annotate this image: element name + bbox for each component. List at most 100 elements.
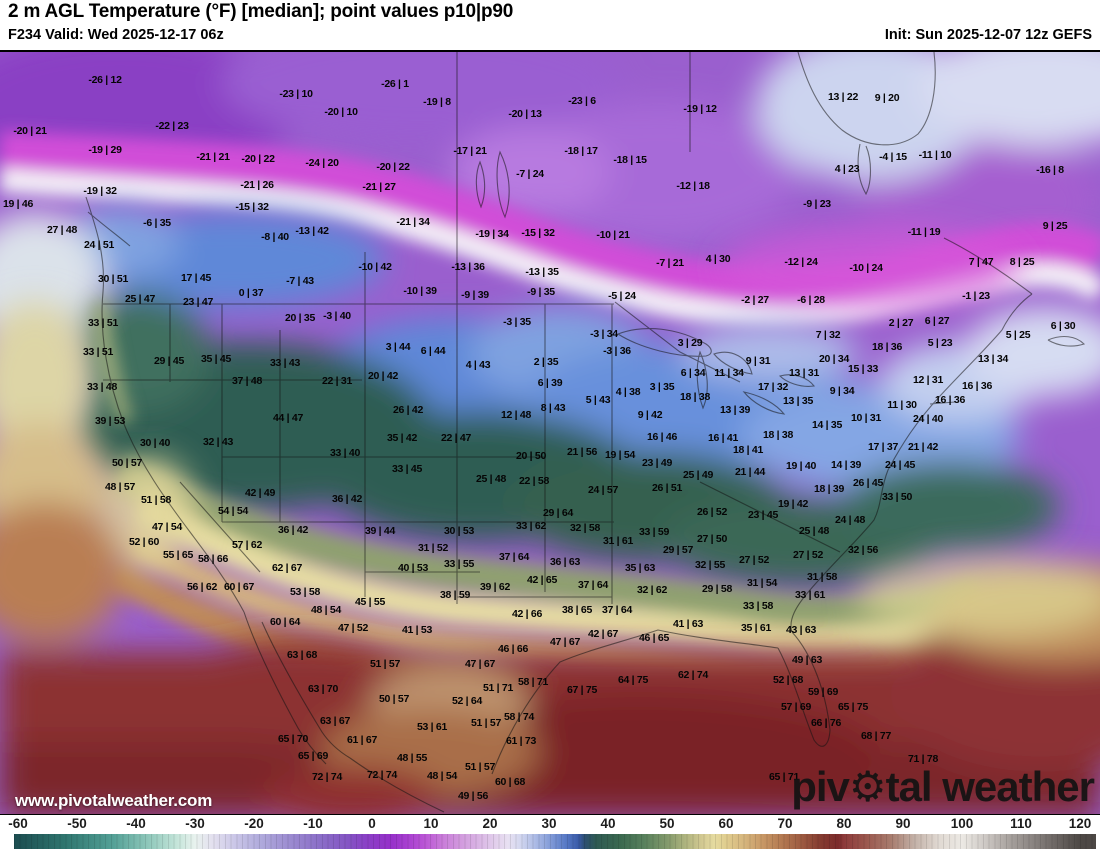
point-value: 4 | 30 <box>705 253 731 265</box>
point-value: 51 | 71 <box>482 682 514 694</box>
point-value: -4 | 15 <box>879 151 907 163</box>
point-value: 30 | 40 <box>139 437 171 449</box>
colorbar-tick: -10 <box>303 816 323 831</box>
point-value: 5 | 23 <box>927 337 953 349</box>
point-value: -12 | 18 <box>676 180 710 192</box>
point-value: 39 | 53 <box>94 415 126 427</box>
point-value: 36 | 42 <box>331 493 363 505</box>
point-value: -10 | 21 <box>596 229 630 241</box>
point-value: -18 | 15 <box>613 154 647 166</box>
point-value: 16 | 36 <box>961 380 993 392</box>
colorbar-tick: 0 <box>368 816 376 831</box>
point-value: 52 | 68 <box>772 674 804 686</box>
point-value: -20 | 13 <box>508 108 542 120</box>
point-value: -12 | 24 <box>784 256 818 268</box>
header: 2 m AGL Temperature (°F) [median]; point… <box>0 0 1100 50</box>
brand-watermark: piv⚙tal weather <box>791 763 1095 810</box>
temperature-map[interactable]: -26 | 12 -23 | 10 -22 | 23 -20 | 21 -20 | 10… <box>0 50 1100 815</box>
point-value: 18 | 36 <box>871 341 903 353</box>
point-value: 23 | 49 <box>641 457 673 469</box>
point-value: 19 | 46 <box>2 198 34 210</box>
point-value: 51 | 57 <box>464 761 496 773</box>
point-value: 57 | 62 <box>231 539 263 551</box>
point-value: 39 | 62 <box>479 581 511 593</box>
point-value: 65 | 70 <box>277 733 309 745</box>
colorbar-tick: 120 <box>1068 816 1092 831</box>
point-value: -15 | 32 <box>521 227 555 239</box>
point-value: 68 | 77 <box>860 730 892 742</box>
point-value: -21 | 26 <box>240 179 274 191</box>
point-value: 3 | 35 <box>649 381 675 393</box>
point-value: 23 | 47 <box>182 296 214 308</box>
point-value: 37 | 64 <box>601 604 633 616</box>
point-value: 4 | 23 <box>834 163 860 175</box>
colorbar-tick: 40 <box>600 816 616 831</box>
point-value: 62 | 67 <box>271 562 303 574</box>
point-value: 38 | 65 <box>561 604 593 616</box>
brand-prefix: piv <box>791 763 850 810</box>
point-value: -23 | 6 <box>568 95 596 107</box>
point-value: 22 | 47 <box>440 432 472 444</box>
point-values-layer: -26 | 12 -23 | 10 -22 | 23 -20 | 21 -20 | 10… <box>0 52 1100 814</box>
point-value: 20 | 34 <box>818 353 850 365</box>
point-value: -19 | 32 <box>83 185 117 197</box>
point-value: 5 | 43 <box>585 394 611 406</box>
point-value: 41 | 53 <box>401 624 433 636</box>
colorbar-tick: -30 <box>185 816 205 831</box>
point-value: 31 | 54 <box>746 577 778 589</box>
point-value: -13 | 36 <box>451 261 485 273</box>
point-value: 29 | 58 <box>701 583 733 595</box>
point-value: 32 | 62 <box>636 584 668 596</box>
geo-borders <box>85 52 1086 813</box>
point-value: 47 | 67 <box>549 636 581 648</box>
point-value: 65 | 69 <box>297 750 329 762</box>
point-value: 47 | 52 <box>337 622 369 634</box>
point-value: 21 | 44 <box>734 466 766 478</box>
point-value: 48 | 57 <box>104 481 136 493</box>
point-value: -11 | 10 <box>918 149 952 161</box>
point-value: -9 | 35 <box>527 286 555 298</box>
point-value: 31 | 58 <box>806 571 838 583</box>
point-value: -19 | 12 <box>683 103 717 115</box>
point-value: -19 | 29 <box>88 144 122 156</box>
point-value: 43 | 63 <box>785 624 817 636</box>
point-value: 2 | 27 <box>888 317 914 329</box>
point-value: 6 | 39 <box>537 377 563 389</box>
colorbar-tick: 110 <box>1010 816 1032 831</box>
point-value: 36 | 63 <box>549 556 581 568</box>
point-value: 52 | 64 <box>451 695 483 707</box>
point-value: 65 | 75 <box>837 701 869 713</box>
point-value: 16 | 36 <box>934 394 966 406</box>
point-value: 13 | 35 <box>782 395 814 407</box>
colorbar-tick: 100 <box>950 816 974 831</box>
point-value: 17 | 45 <box>180 272 212 284</box>
point-value: -23 | 10 <box>279 88 313 100</box>
point-value: 12 | 31 <box>912 374 944 386</box>
point-value: 33 | 51 <box>87 317 119 329</box>
point-value: 13 | 22 <box>827 91 859 103</box>
point-value: -20 | 10 <box>324 106 358 118</box>
point-value: -26 | 1 <box>381 78 409 90</box>
point-value: -6 | 28 <box>797 294 825 306</box>
point-value: 35 | 45 <box>200 353 232 365</box>
colorbar-tick: 70 <box>777 816 793 831</box>
point-value: 48 | 54 <box>310 604 342 616</box>
point-value: 33 | 43 <box>269 357 301 369</box>
page-title: 2 m AGL Temperature (°F) [median]; point… <box>8 1 514 22</box>
point-value: -21 | 27 <box>362 181 396 193</box>
colorbar-tick: 80 <box>836 816 852 831</box>
point-value: 27 | 52 <box>792 549 824 561</box>
point-value: -1 | 23 <box>962 290 990 302</box>
point-value: 37 | 64 <box>577 579 609 591</box>
point-value: 59 | 69 <box>807 686 839 698</box>
point-value: 62 | 74 <box>677 669 709 681</box>
point-value: 49 | 63 <box>791 654 823 666</box>
point-value: -10 | 39 <box>403 285 437 297</box>
point-value: 63 | 67 <box>319 715 351 727</box>
point-value: 6 | 34 <box>680 367 706 379</box>
point-value: 33 | 48 <box>86 381 118 393</box>
point-value: 20 | 35 <box>284 312 316 324</box>
map-shading <box>0 52 1100 814</box>
point-value: 24 | 45 <box>884 459 916 471</box>
point-value: 18 | 41 <box>732 444 764 456</box>
